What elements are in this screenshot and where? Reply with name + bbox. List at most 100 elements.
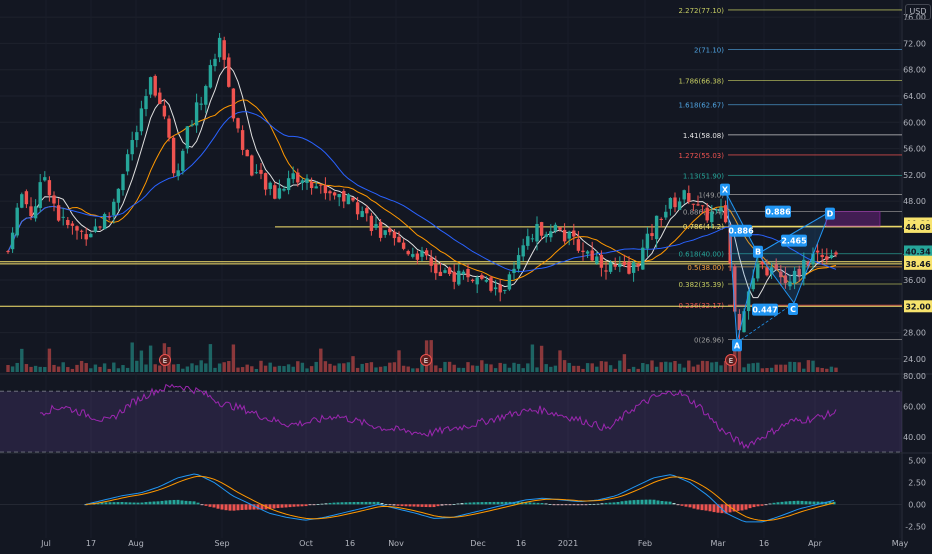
macd-histogram-bar xyxy=(716,504,720,513)
macd-histogram-bar xyxy=(416,504,420,507)
candle xyxy=(834,252,838,255)
time-tick-label: Nov xyxy=(388,539,404,548)
macd-histogram-bar xyxy=(248,504,252,510)
volume-bar xyxy=(737,346,742,372)
volume-bar xyxy=(595,366,599,372)
ma-mid-line xyxy=(7,99,837,285)
candle xyxy=(33,206,38,219)
macd-histogram-bar xyxy=(272,504,276,509)
candle xyxy=(452,271,456,282)
macd-histogram-bar xyxy=(504,501,508,505)
macd-histogram-bar xyxy=(140,502,144,505)
macd-histogram-bar xyxy=(196,502,200,505)
candle xyxy=(227,57,231,87)
volume-bar xyxy=(98,366,102,372)
volume-bar xyxy=(756,362,760,372)
pattern-ratio-bd: 2.465 xyxy=(781,237,807,246)
volume-bar xyxy=(328,363,332,372)
macd-histogram-bar xyxy=(628,500,632,505)
candle xyxy=(360,211,364,217)
volume-bar xyxy=(746,363,751,372)
candle xyxy=(677,201,682,210)
rsi-tick-label: 80.00 xyxy=(903,372,926,381)
pattern-bcd-triangle xyxy=(757,210,831,305)
candle xyxy=(650,233,654,237)
candle xyxy=(314,186,318,189)
volume-bar xyxy=(52,364,56,372)
volume-bar xyxy=(572,365,576,372)
macd-histogram-bar xyxy=(300,504,304,507)
price-flag-label: 32.00 xyxy=(905,302,931,311)
macd-histogram-bar xyxy=(376,501,380,505)
volume-bar xyxy=(337,363,341,372)
candle xyxy=(825,256,829,260)
volume-bar xyxy=(392,362,397,372)
macd-histogram-bar xyxy=(556,504,560,506)
pattern-xab-triangle xyxy=(726,194,759,343)
macd-histogram-bar xyxy=(328,502,332,505)
volume-bar xyxy=(420,363,424,372)
macd-histogram-bar xyxy=(428,504,432,508)
macd-histogram-bar xyxy=(496,501,500,505)
volume-bar xyxy=(383,366,387,372)
volume-bar xyxy=(112,362,116,372)
time-tick-label: Oct xyxy=(299,539,313,548)
volume-bar xyxy=(125,367,130,372)
volume-bar xyxy=(374,367,378,372)
volume-bar xyxy=(590,363,594,372)
macd-histogram-bar xyxy=(316,504,320,505)
candle xyxy=(231,88,236,119)
macd-histogram-bar xyxy=(284,504,288,508)
volume-bar xyxy=(562,360,567,372)
candle xyxy=(204,86,208,105)
volume-bar xyxy=(227,361,231,372)
volume-bar xyxy=(93,364,98,372)
candle xyxy=(756,263,760,279)
candle xyxy=(608,262,613,272)
volume-bar xyxy=(480,360,484,372)
candle xyxy=(636,264,640,267)
volume-bar xyxy=(342,363,346,372)
volume-bar xyxy=(802,368,806,372)
volume-bar xyxy=(245,364,249,372)
currency-badge: USD xyxy=(905,4,931,20)
candle xyxy=(263,173,268,190)
macd-histogram-bar xyxy=(392,504,396,506)
candle xyxy=(659,218,663,220)
macd-histogram-bar xyxy=(460,503,464,505)
candle xyxy=(475,277,479,285)
macd-histogram-bar xyxy=(560,504,564,506)
macd-histogram-bar xyxy=(456,503,460,505)
candle xyxy=(447,267,452,275)
candle xyxy=(687,193,691,202)
candle xyxy=(401,242,406,249)
candle xyxy=(245,149,249,157)
candle xyxy=(815,250,820,253)
macd-histogram-bar xyxy=(692,504,696,509)
macd-histogram-bar xyxy=(592,503,596,505)
price-tick-label: 36.00 xyxy=(903,276,926,285)
macd-histogram-bar xyxy=(544,503,548,505)
macd-histogram-bar xyxy=(228,504,232,511)
volume-bar xyxy=(369,362,374,372)
macd-histogram-bar xyxy=(796,500,800,505)
macd-histogram-bar xyxy=(380,503,384,505)
candle xyxy=(365,208,369,214)
candle xyxy=(236,118,240,129)
candle xyxy=(240,130,245,150)
price-flag xyxy=(904,300,932,313)
volume-bar xyxy=(714,361,719,372)
rsi-tick-label: 60.00 xyxy=(903,402,926,411)
candle xyxy=(779,271,783,278)
candle xyxy=(185,126,190,149)
volume-bar xyxy=(10,366,15,372)
macd-histogram-bar xyxy=(252,504,256,510)
candle xyxy=(733,266,737,312)
volume-bar xyxy=(806,360,811,372)
signal-line xyxy=(85,475,835,522)
macd-histogram-bar xyxy=(528,502,532,505)
pattern-point-x: X xyxy=(722,186,729,195)
macd-histogram-bar xyxy=(352,502,356,505)
